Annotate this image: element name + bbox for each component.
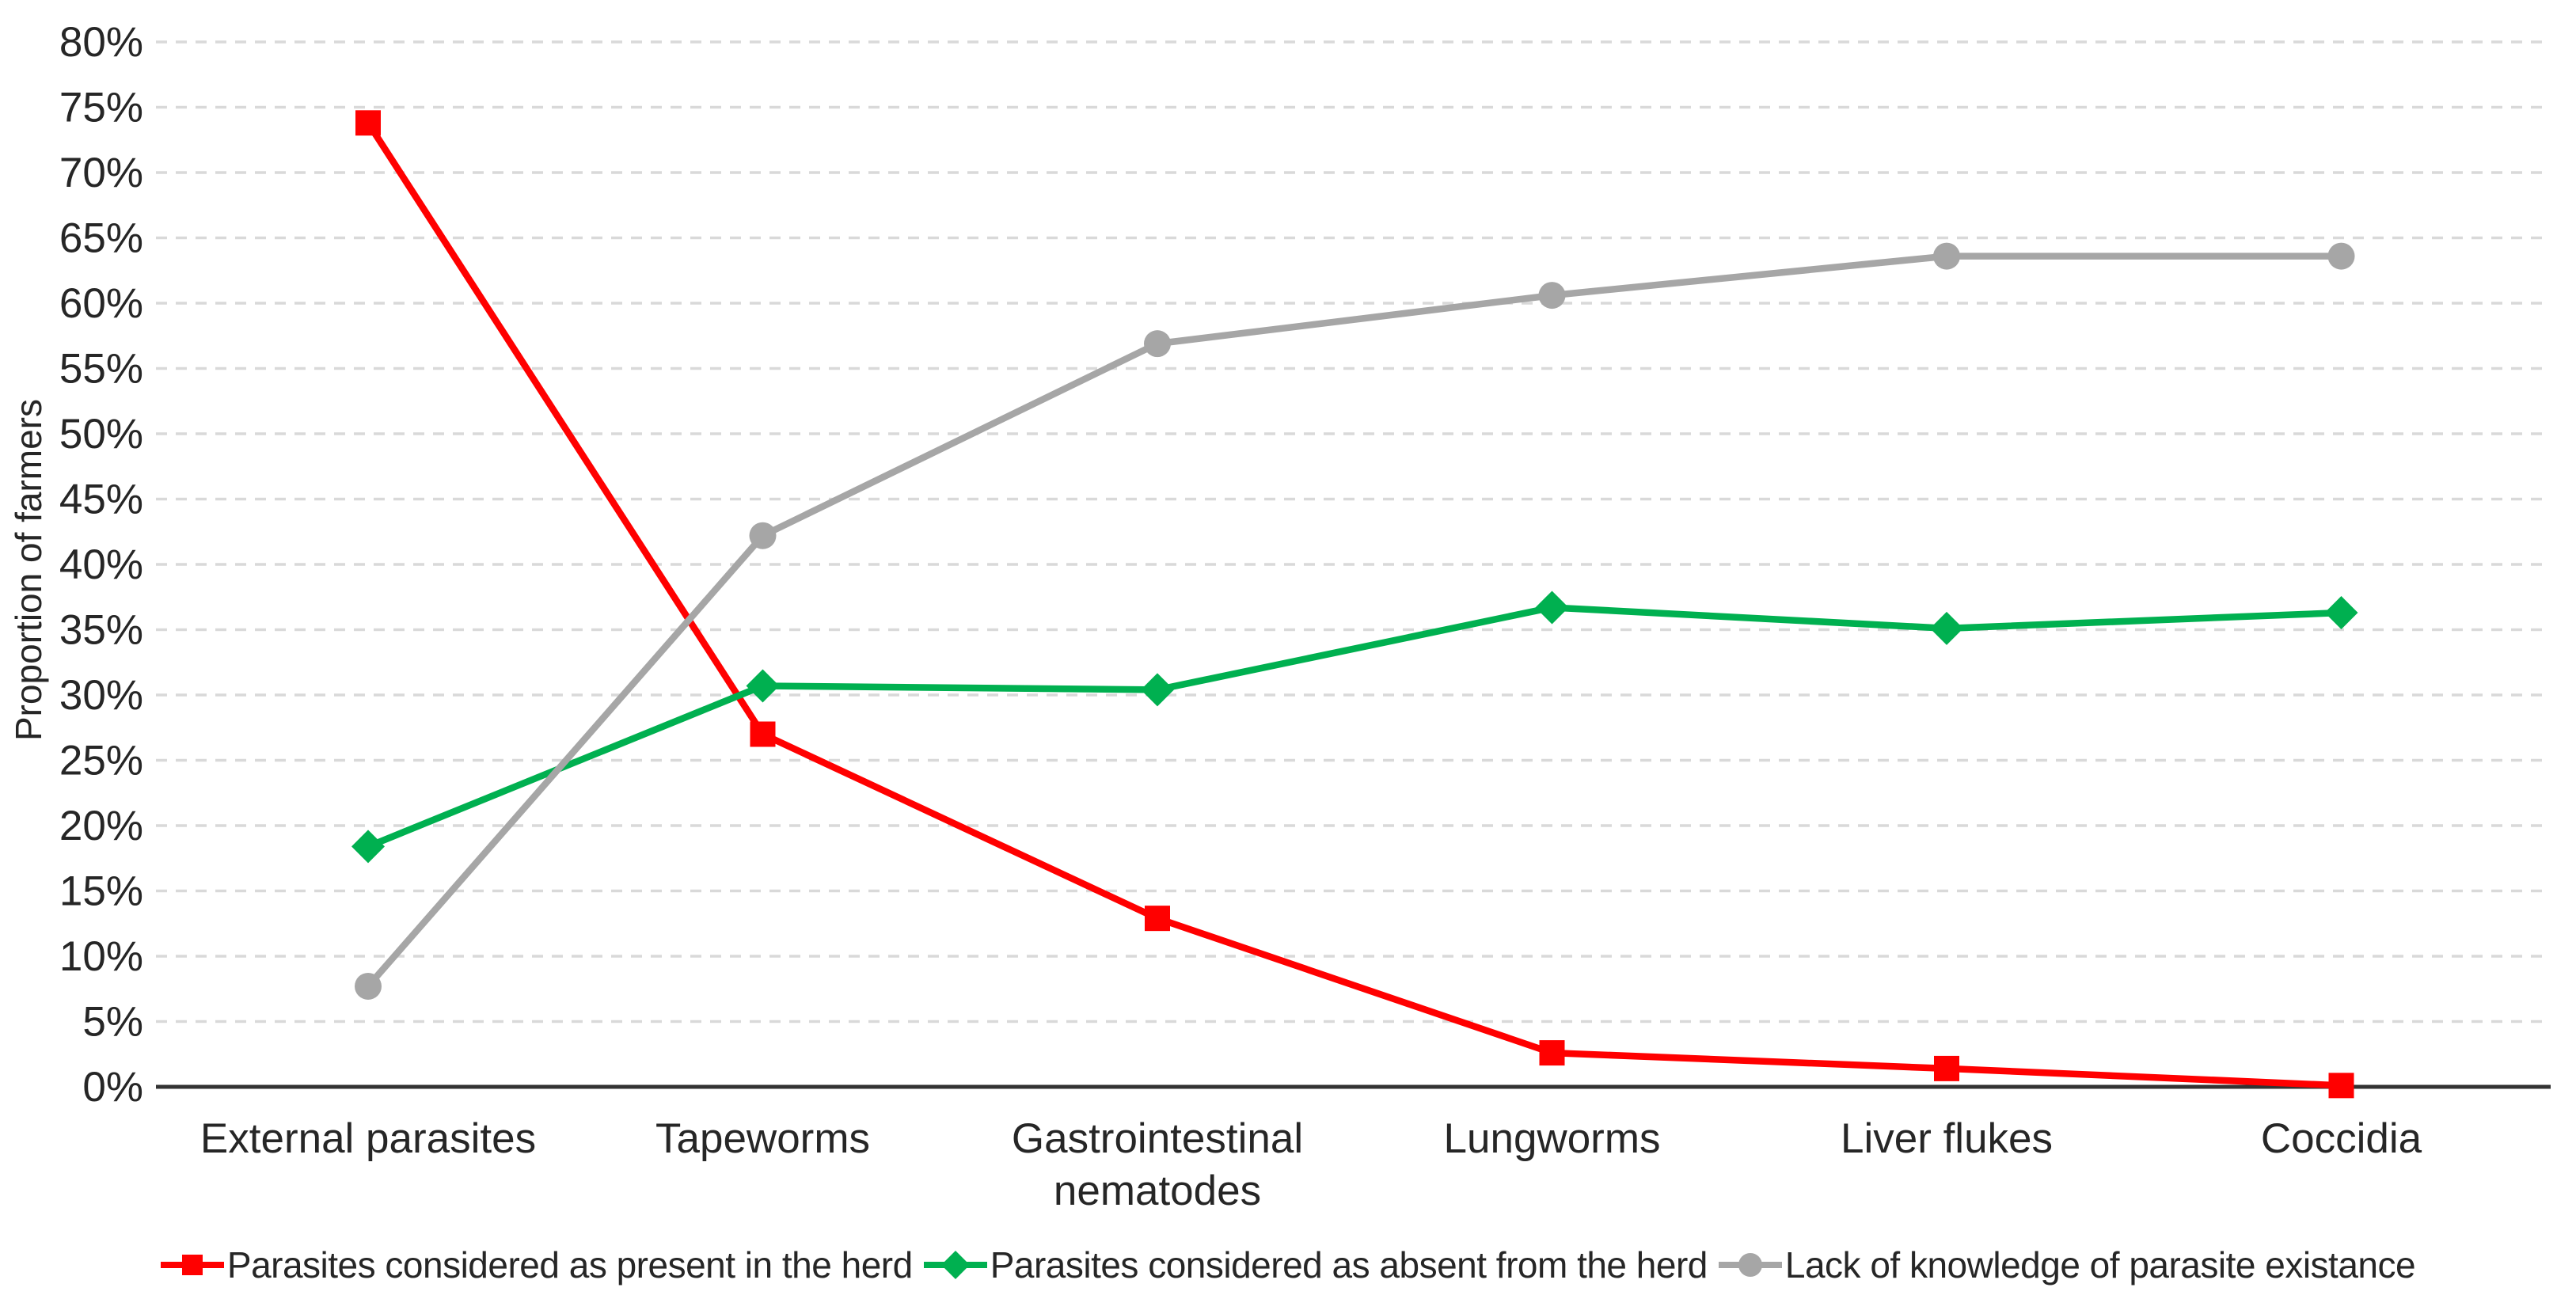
series-line-0 [364,120,2345,1089]
series-line-1 [364,604,2345,850]
series-line-2 [364,253,2345,990]
legend-item-absent-from-herd: Parasites considered as absent from the … [923,1244,1708,1286]
y-tick-label: 55% [59,346,143,393]
legend-key-diamond-icon [923,1251,987,1279]
x-axis-category-label: External parasites [200,1115,536,1162]
y-tick-label: 20% [59,803,143,849]
y-axis-title: Proportion of farmers [8,399,49,741]
y-tick-label: 5% [82,999,143,1046]
y-tick-label: 40% [59,541,143,588]
data-point-marker-circle [749,522,777,549]
legend-key-square-icon [160,1255,224,1275]
y-tick-label: 35% [59,607,143,654]
data-point-marker-circle [1144,330,1171,358]
data-point-marker-diamond [2324,596,2358,630]
y-tick-label: 25% [59,738,143,784]
legend-label-lack-of-knowledge: Lack of knowledge of parasite existance [1784,1244,2416,1286]
data-point-marker-square [355,110,381,136]
data-point-marker-square [1539,1040,1565,1066]
y-tick-label: 75% [59,85,143,131]
legend-item-present-in-herd: Parasites considered as present in the h… [160,1244,913,1286]
legend-key-circle-icon [1718,1253,1782,1277]
x-axis-category-label: Gastrointestinal nematodes [1012,1115,1303,1214]
legend-label-absent-from-herd: Parasites considered as absent from the … [990,1244,1708,1286]
y-tick-label: 60% [59,280,143,327]
data-point-marker-circle [1538,282,1566,310]
y-tick-label: 0% [82,1064,143,1111]
y-tick-label: 65% [59,215,143,262]
legend-label-present-in-herd: Parasites considered as present in the h… [226,1244,913,1286]
legend-item-lack-of-knowledge: Lack of knowledge of parasite existance [1718,1244,2416,1286]
data-point-marker-square [1934,1055,1959,1081]
y-tick-label: 10% [59,933,143,980]
x-axis-category-label: Lungworms [1444,1115,1661,1162]
data-point-marker-circle [2327,242,2355,270]
y-tick-label: 30% [59,672,143,719]
data-point-marker-square [1145,906,1170,932]
y-tick-label: 50% [59,411,143,458]
y-tick-label: 45% [59,477,143,523]
y-tick-label: 70% [59,150,143,196]
x-axis-category-label: Coccidia [2261,1115,2422,1162]
data-point-marker-diamond [746,669,780,703]
x-axis-category-label: Liver flukes [1841,1115,2053,1162]
chart-legend: Parasites considered as present in the h… [0,1233,2576,1297]
data-point-marker-square [2328,1073,2354,1099]
data-point-marker-diamond [1141,673,1174,707]
data-point-marker-square [750,721,776,747]
y-tick-label: 80% [59,19,143,66]
data-point-marker-diamond [351,830,385,864]
data-point-marker-diamond [1535,591,1569,625]
data-point-marker-circle [355,972,382,1000]
y-tick-label: 15% [59,868,143,915]
data-point-marker-diamond [1930,611,1963,645]
x-axis-category-label: Tapeworms [655,1115,870,1162]
data-point-marker-circle [1933,242,1960,270]
